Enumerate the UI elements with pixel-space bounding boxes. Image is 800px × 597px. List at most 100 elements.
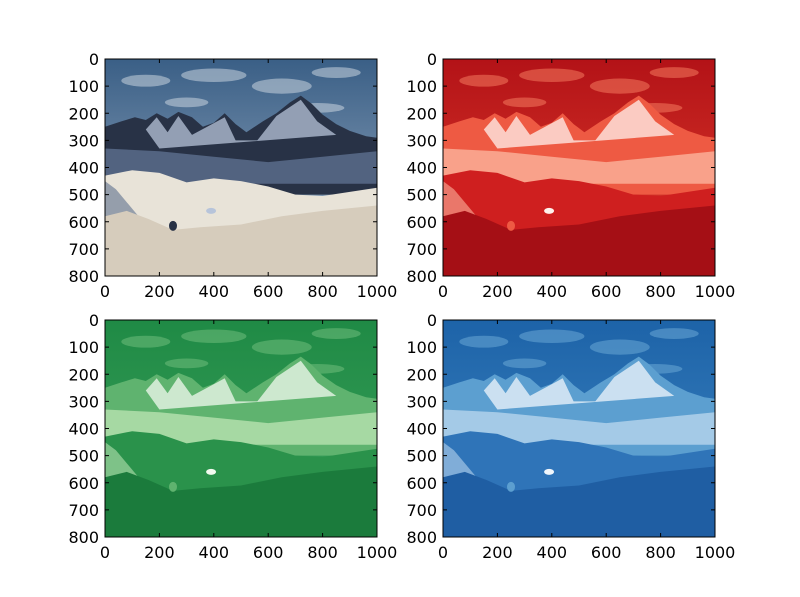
y-tick-label: 300 <box>68 392 99 411</box>
snow-peaks <box>483 360 675 410</box>
subplot-green: 0 200 400 600 800 1000 0 100 200 300 400 500 600 700 8… <box>68 311 397 562</box>
mountain-slope <box>443 409 715 445</box>
y-tick-label: 400 <box>406 159 437 178</box>
y-tick-label: 200 <box>68 104 99 123</box>
cloud <box>181 68 247 83</box>
figure-marker <box>206 468 217 475</box>
mountain-slope <box>105 409 377 445</box>
foreground-snow <box>105 205 377 276</box>
y-tick-label: 500 <box>406 447 437 466</box>
x-tick-label: 400 <box>537 543 568 562</box>
y-tick-label: 0 <box>427 311 437 330</box>
x-tick-label: 600 <box>253 543 284 562</box>
y-tick-label: 100 <box>68 77 99 96</box>
x-tick-label: 800 <box>307 282 338 301</box>
x-tick-label: 0 <box>100 543 110 562</box>
cloud <box>502 97 547 108</box>
cloud <box>649 328 699 339</box>
x-tick-label: 800 <box>307 543 338 562</box>
y-tick-label: 800 <box>406 267 437 286</box>
x-tick-label: 600 <box>253 282 284 301</box>
cloud <box>164 358 209 369</box>
y-tick-label: 600 <box>68 474 99 493</box>
cloud <box>589 339 650 355</box>
y-tick-label: 100 <box>406 77 437 96</box>
y-tick-label: 200 <box>406 365 437 384</box>
y-tick-label: 700 <box>406 501 437 520</box>
y-tick-label: 400 <box>68 420 99 439</box>
cloud <box>459 74 509 87</box>
image-blue <box>443 320 715 537</box>
foreground-snow <box>443 205 715 276</box>
x-tick-label: 400 <box>199 282 230 301</box>
x-tick-label: 400 <box>537 282 568 301</box>
y-tick-label: 600 <box>68 213 99 232</box>
y-tick-label: 0 <box>89 311 99 330</box>
y-tick-label: 500 <box>68 186 99 205</box>
y-tick-label: 600 <box>406 474 437 493</box>
cloud <box>311 67 361 78</box>
y-tick-label: 200 <box>406 104 437 123</box>
x-tick-label: 200 <box>482 543 513 562</box>
cloud <box>181 329 247 344</box>
x-tick-label: 600 <box>591 282 622 301</box>
cloud <box>311 328 361 339</box>
y-tick-label: 300 <box>68 131 99 150</box>
snow-peaks <box>145 99 337 149</box>
y-tick-label: 700 <box>68 240 99 259</box>
x-tick-label: 800 <box>645 543 676 562</box>
x-tick-label: 200 <box>144 543 175 562</box>
cloud <box>589 78 650 94</box>
cloud <box>459 335 509 348</box>
subplot-red: 0 200 400 600 800 1000 0 100 200 300 400 500 600 700 8… <box>406 50 735 301</box>
x-tick-label: 600 <box>591 543 622 562</box>
subplot-blue: 0 200 400 600 800 1000 0 100 200 300 400 500 600 700 8… <box>406 311 735 562</box>
x-tick-label: 200 <box>144 282 175 301</box>
cloud <box>251 78 312 94</box>
cloud <box>121 335 171 348</box>
x-tick-label: 1000 <box>357 282 398 301</box>
snow-peaks <box>483 99 675 149</box>
figure-marker <box>169 481 177 492</box>
cloud <box>121 74 171 87</box>
figure-marker <box>169 220 177 231</box>
y-tick-label: 800 <box>68 267 99 286</box>
figure-marker <box>206 207 217 214</box>
y-tick-label: 500 <box>68 447 99 466</box>
y-tick-label: 600 <box>406 213 437 232</box>
image-green <box>105 320 377 537</box>
figure-marker <box>507 220 515 231</box>
y-tick-label: 700 <box>406 240 437 259</box>
y-tick-label: 100 <box>68 338 99 357</box>
y-tick-label: 800 <box>406 528 437 547</box>
y-tick-label: 0 <box>89 50 99 69</box>
cloud <box>649 67 699 78</box>
y-tick-label: 200 <box>68 365 99 384</box>
x-tick-label: 0 <box>100 282 110 301</box>
x-tick-label: 1000 <box>357 543 398 562</box>
y-tick-label: 400 <box>68 159 99 178</box>
figure-marker <box>507 481 515 492</box>
image-original <box>105 59 377 276</box>
y-tick-label: 0 <box>427 50 437 69</box>
y-tick-label: 800 <box>68 528 99 547</box>
foreground-snow <box>443 466 715 537</box>
mountain-slope <box>105 148 377 184</box>
x-tick-label: 800 <box>645 282 676 301</box>
x-tick-label: 0 <box>438 282 448 301</box>
snow-peaks <box>145 360 337 410</box>
y-tick-label: 100 <box>406 338 437 357</box>
cloud <box>519 329 585 344</box>
foreground-snow <box>105 466 377 537</box>
subplot-original: 0 200 400 600 800 1000 0 100 200 300 400 500 600 700 8… <box>68 50 397 301</box>
cloud <box>519 68 585 83</box>
cloud <box>164 97 209 108</box>
cloud <box>502 358 547 369</box>
figure-marker <box>544 468 555 475</box>
mountain-slope <box>443 148 715 184</box>
y-tick-label: 300 <box>406 131 437 150</box>
y-tick-label: 700 <box>68 501 99 520</box>
x-tick-label: 1000 <box>695 282 736 301</box>
cloud <box>251 339 312 355</box>
